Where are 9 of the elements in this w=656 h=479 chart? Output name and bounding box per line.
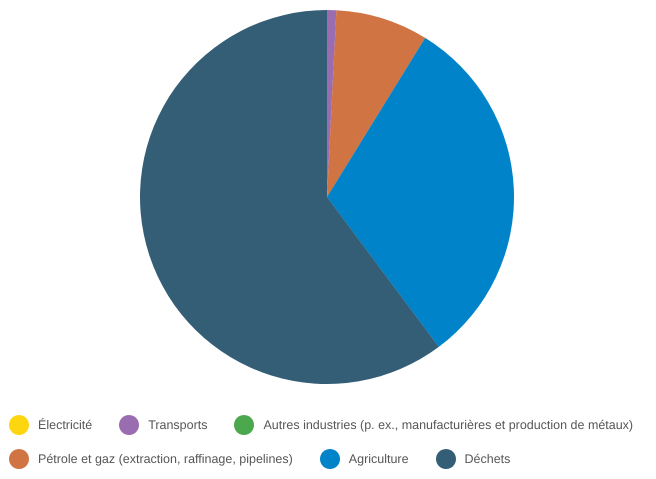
legend-label: Autres industries (p. ex., manufacturières et production de métaux) — [263, 418, 634, 432]
pie-slice — [327, 10, 426, 197]
pie-slice — [140, 10, 439, 384]
legend-label: Transports — [148, 418, 208, 432]
legend-label: Électricité — [38, 418, 92, 432]
legend-label: Déchets — [464, 452, 510, 466]
pie-slice — [327, 38, 514, 347]
legend-label: Agriculture — [348, 452, 409, 466]
legend-label: Pétrole et gaz (extraction, raffinage, pipelines) — [38, 452, 293, 466]
